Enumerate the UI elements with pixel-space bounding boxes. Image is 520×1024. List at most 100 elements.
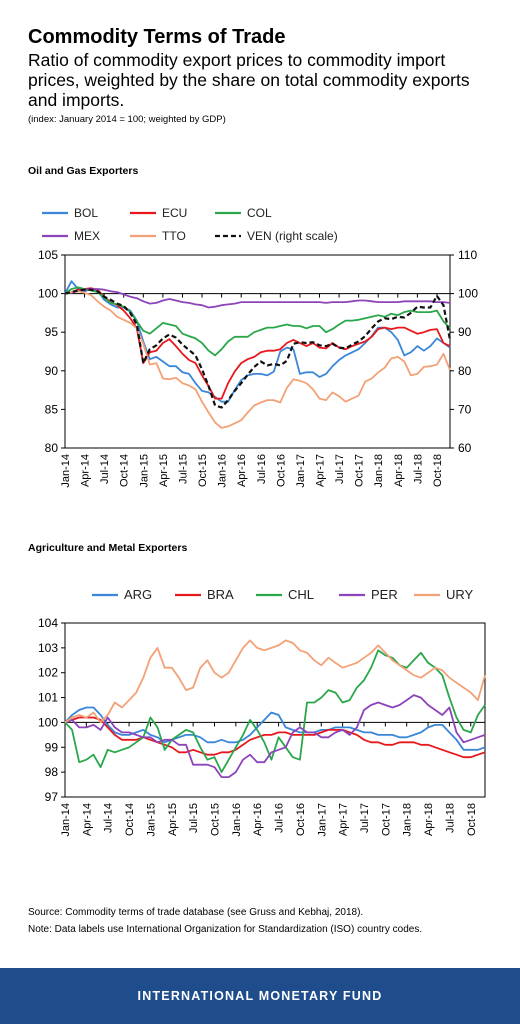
x-tick-label-jan-16: Jan-16 <box>231 803 243 837</box>
y-tick-label-102: 102 <box>38 666 58 680</box>
y-tick-label-101: 101 <box>38 691 58 705</box>
x-tick-label-jan-17: Jan-17 <box>316 803 328 837</box>
legend-label: MEX <box>74 229 100 243</box>
legend-item-per: PER <box>339 587 398 602</box>
x-tick-label-oct-14: Oct-14 <box>124 803 136 836</box>
x-tick-label-jul-18: Jul-18 <box>412 454 424 484</box>
y2-tick-label-90: 90 <box>458 325 472 339</box>
x-tick-label-jul-15: Jul-15 <box>177 454 189 484</box>
legend-label: TTO <box>162 229 186 243</box>
x-tick-label-jan-15: Jan-15 <box>138 454 150 488</box>
series-line-ecu <box>64 287 451 400</box>
x-tick-label-apr-17: Apr-17 <box>338 803 350 836</box>
header: Commodity Terms of Trade Ratio of commod… <box>28 26 498 125</box>
series-line-per <box>64 694 486 779</box>
notes: Source: Commodity terms of trade databas… <box>28 904 422 938</box>
x-tick-label-oct-17: Oct-17 <box>380 803 392 836</box>
x-tick-label-apr-16: Apr-16 <box>236 454 248 487</box>
y-tick-label-103: 103 <box>38 641 58 655</box>
x-tick-label-apr-14: Apr-14 <box>81 803 93 836</box>
y2-tick-label-100: 100 <box>458 287 478 301</box>
legend-item-chl: CHL <box>256 587 314 602</box>
series-line-chl <box>64 649 486 774</box>
x-tick-label-oct-15: Oct-15 <box>197 454 209 487</box>
series-line-col <box>64 286 451 357</box>
y2-tick-label-60: 60 <box>458 441 472 455</box>
x-tick-label-oct-15: Oct-15 <box>209 803 221 836</box>
x-tick-label-oct-14: Oct-14 <box>119 454 131 487</box>
series-line-tto <box>64 290 451 429</box>
x-tick-label-jan-16: Jan-16 <box>217 454 229 488</box>
y-tick-label-97: 97 <box>45 790 59 804</box>
x-tick-label-apr-17: Apr-17 <box>314 454 326 487</box>
y-tick-label-80: 80 <box>45 441 59 455</box>
legend-item-arg: ARG <box>92 587 152 602</box>
legend-label: COL <box>247 206 272 220</box>
y2-tick-label-80: 80 <box>458 364 472 378</box>
legend-item-ecu: ECU <box>130 206 187 220</box>
x-tick-label-oct-16: Oct-16 <box>275 454 287 487</box>
y-tick-label-95: 95 <box>45 325 59 339</box>
series-line-ury <box>64 639 486 724</box>
iso-note: Note: Data labels use International Orga… <box>28 924 423 935</box>
x-tick-label-jul-15: Jul-15 <box>188 803 200 833</box>
legend-item-tto: TTO <box>130 229 186 243</box>
legend-item-bol: BOL <box>42 206 98 220</box>
x-tick-label-jan-15: Jan-15 <box>145 803 157 837</box>
x-tick-label-jul-14: Jul-14 <box>99 454 111 484</box>
legend-label: VEN (right scale) <box>247 229 338 243</box>
x-tick-label-oct-18: Oct-18 <box>466 803 478 836</box>
series-line-bol <box>64 280 451 403</box>
oil-gas-chart: BOL ECU COL MEX TTO VEN (right scale) 80 85 90 95… <box>38 206 478 488</box>
y-tick-label-99: 99 <box>45 740 59 754</box>
agri-metal-chart: ARG BRA CHL PER URY 97 98 99 100 101 102 103 104 Jan-… <box>38 587 486 837</box>
y2-tick-label-110: 110 <box>458 248 477 262</box>
x-tick-label-jan-18: Jan-18 <box>402 803 414 837</box>
page-title: Commodity Terms of Trade <box>28 26 286 48</box>
y-tick-label-105: 105 <box>38 248 58 262</box>
x-tick-label-apr-14: Apr-14 <box>80 454 92 487</box>
plot-frame <box>64 254 451 449</box>
x-tick-label-jul-18: Jul-18 <box>444 803 456 833</box>
x-tick-label-jul-16: Jul-16 <box>256 454 268 484</box>
legend-item-col: COL <box>215 206 272 220</box>
legend-label: URY <box>446 587 474 602</box>
y2-tick-label-70: 70 <box>458 402 472 416</box>
plot-frame <box>64 622 486 798</box>
page-subtitle: Ratio of commodity export prices to comm… <box>28 50 470 110</box>
y-tick-label-100: 100 <box>38 287 58 301</box>
y-tick-label-104: 104 <box>38 616 58 630</box>
legend-label: ARG <box>124 587 152 602</box>
y-tick-label-85: 85 <box>45 402 59 416</box>
series-line-mex <box>64 288 451 309</box>
legend-item-ven-right-scale: VEN (right scale) <box>215 229 338 243</box>
x-tick-label-apr-18: Apr-18 <box>423 803 435 836</box>
x-tick-label-oct-17: Oct-17 <box>354 454 366 487</box>
legend-label: BOL <box>74 206 98 220</box>
y-tick-label-90: 90 <box>45 364 59 378</box>
legend-label: BRA <box>207 587 234 602</box>
legend-item-bra: BRA <box>175 587 234 602</box>
footer: INTERNATIONAL MONETARY FUND <box>0 968 520 1024</box>
x-tick-label-jan-17: Jan-17 <box>295 454 307 488</box>
index-note: (index: January 2014 = 100; weighted by … <box>28 114 226 125</box>
x-tick-label-jul-17: Jul-17 <box>359 803 371 833</box>
series-line-bra <box>64 716 486 759</box>
x-tick-label-jan-14: Jan-14 <box>60 803 72 837</box>
series-line-ven-right-scale <box>64 288 452 409</box>
x-tick-label-apr-18: Apr-18 <box>393 454 405 487</box>
panel-title-agri-metal: Agriculture and Metal Exporters <box>28 542 188 554</box>
series-line-arg <box>64 706 486 751</box>
legend-item-ury: URY <box>414 587 474 602</box>
x-tick-label-jul-17: Jul-17 <box>334 454 346 484</box>
y-tick-label-98: 98 <box>45 765 59 779</box>
legend-label: ECU <box>162 206 187 220</box>
x-tick-label-apr-15: Apr-15 <box>167 803 179 836</box>
footer-org-name: INTERNATIONAL MONETARY FUND <box>137 989 383 1003</box>
y-tick-label-100: 100 <box>38 715 58 729</box>
panel-title-oil-gas: Oil and Gas Exporters <box>28 165 139 177</box>
legend-item-mex: MEX <box>42 229 100 243</box>
x-tick-label-jan-14: Jan-14 <box>60 454 72 488</box>
x-tick-label-oct-18: Oct-18 <box>432 454 444 487</box>
x-tick-label-jul-14: Jul-14 <box>103 803 115 833</box>
